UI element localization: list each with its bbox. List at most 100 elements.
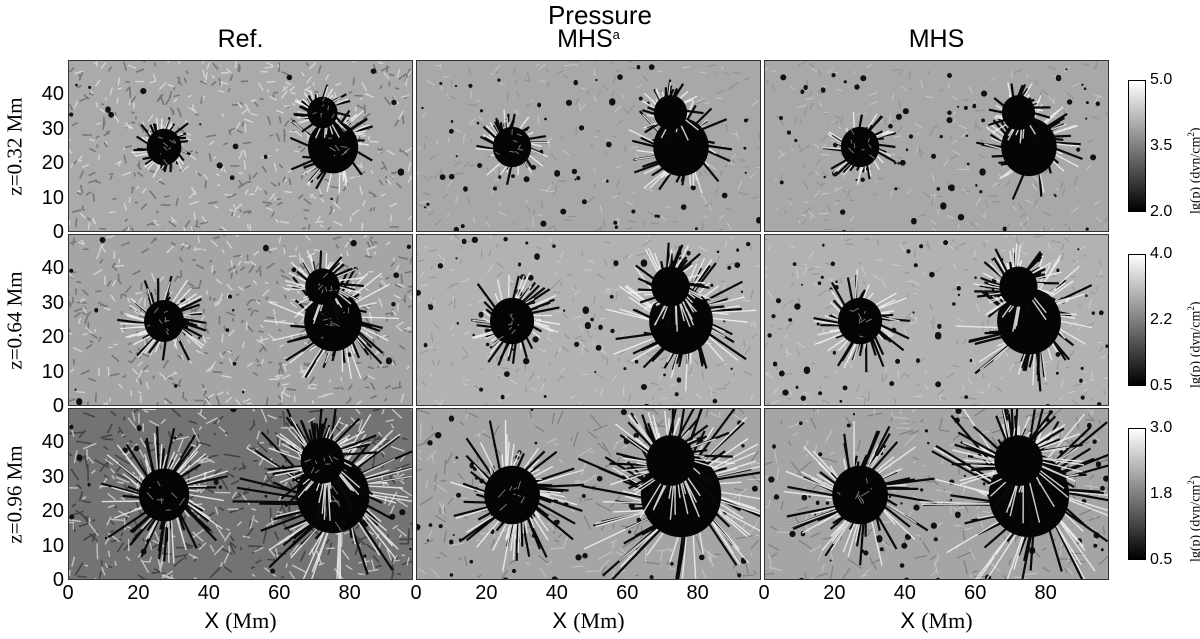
x-axis-label: X (Mm) [141,608,341,634]
y-tick-label: 20 [41,326,64,349]
sunspot-umbra [307,120,359,174]
panel-r1-c2 [416,60,761,232]
sunspot-umbra [653,117,709,177]
colorbar-row-1 [1128,80,1146,212]
umbra-cracks [146,480,186,511]
x-tick-label: 80 [338,582,361,604]
panel-r1-c1 [68,60,413,232]
panel-image [417,235,760,405]
panel-r2-c2 [416,234,761,406]
y-tick-label: 40 [41,83,64,106]
sunspot-umbra [307,96,338,129]
umbra-cracks [849,307,873,338]
spot-filaments-light [813,269,908,369]
x-tick-label: 60 [964,582,987,604]
colorbar-label-sup: 2 [1186,132,1196,137]
sunspot-umbra [492,126,532,168]
panel-image [765,409,1108,579]
y-tick-label: 0 [52,221,64,243]
row-label-3: z=0.96 Mm [2,445,27,544]
umbra-cracks [317,272,338,294]
x-tick-label: 40 [545,582,568,604]
x-tick-label: 80 [686,582,709,604]
spot-filaments-light [992,82,1044,144]
umbra-cracks [497,480,525,511]
colorbar-row-3 [1128,428,1146,560]
spot-filaments-light [119,279,205,358]
y-tick-label: 40 [41,257,64,280]
colorbar-label-text: lg(p) (dyn/cm [1188,310,1200,388]
colorbar-tick-max: 5.0 [1150,71,1173,88]
colorbar-label: lg(p) (dyn/cm2) [1186,127,1200,214]
column-title-text: Ref. [217,25,264,53]
colorbar-label-end: ) [1189,475,1200,480]
x-axis-label-text: X [900,608,916,633]
umbra-cracks [304,455,339,474]
spot-filaments-light [131,117,188,178]
column-title-3: MHS [764,26,1109,52]
x-tick-label: 20 [127,582,150,604]
spot-filaments-light [628,245,712,332]
y-tick-label: 20 [41,500,64,523]
panel-image [765,235,1108,405]
sunspot-umbra [484,465,540,525]
sunspot-umbra [840,126,880,168]
sunspot-umbra [489,297,535,345]
colorbar-label-sup: 2 [1186,480,1196,485]
umbra-cracks [157,136,177,166]
colorbar-label-end: ) [1189,127,1200,132]
sunspot-umbra [994,435,1043,486]
texture-light [417,61,760,231]
y-tick-label: 10 [41,186,64,209]
x-tick-label: 0 [410,582,422,604]
x-axis-label: X (Mm) [837,608,1037,634]
panel-image [417,409,760,579]
colorbar-label-text: lg(p) (dyn/cm [1188,136,1200,214]
texture-light [765,63,1108,231]
column-title-superscript: a [612,27,620,42]
spot-filaments-light [783,421,917,566]
panel-image [417,61,760,231]
sunspot-umbra [138,468,190,522]
sunspot-umbra [832,465,888,525]
y-tick-label: 10 [41,534,64,557]
colorbar-tick-max: 3.0 [1150,419,1173,436]
x-tick-label: 60 [616,582,639,604]
umbra-cracks [312,97,335,119]
x-axis-label-text: X [204,608,220,633]
sunspot-umbra [646,435,695,486]
umbra-cracks [848,129,875,159]
x-tick-label: 20 [823,582,846,604]
y-tick-label: 40 [41,431,64,454]
column-title-text: MHS [557,25,613,53]
colorbar-label-sup: 2 [1186,306,1196,311]
colorbar-label-text: lg(p) (dyn/cm [1188,484,1200,562]
sunspot-umbra [144,300,185,342]
x-tick-label: 0 [62,582,74,604]
spot-filaments-light [952,409,1085,524]
colorbar-tick-mid: 1.8 [1150,485,1173,502]
umbra-cracks [327,125,350,157]
sunspot-umbra [1001,95,1036,131]
umbra-cracks [495,129,524,155]
x-axis-label: X (Mm) [489,608,689,634]
panel-image [69,409,412,579]
y-tick-label: 30 [41,291,64,314]
row-label-1: z=0.32 Mm [2,97,27,196]
panel-r1-c3 [764,60,1109,232]
panel-background [69,61,412,231]
colorbar-label: lg(p) (dyn/cm2) [1186,301,1200,388]
sunspot-umbra [999,266,1038,307]
umbra-cracks [146,307,170,336]
sunspot-umbra [651,266,690,307]
panel-r3-c3 [764,408,1109,580]
umbra-cracks [837,477,872,504]
colorbar-row-2 [1128,254,1146,386]
x-tick-label: 40 [893,582,916,604]
panel-r2-c1 [68,234,413,406]
colorbar-tick-max: 4.0 [1150,245,1173,262]
y-tick-label: 0 [52,395,64,417]
panel-r2-c3 [764,234,1109,406]
colorbar-tick-min: 0.5 [1150,551,1173,568]
